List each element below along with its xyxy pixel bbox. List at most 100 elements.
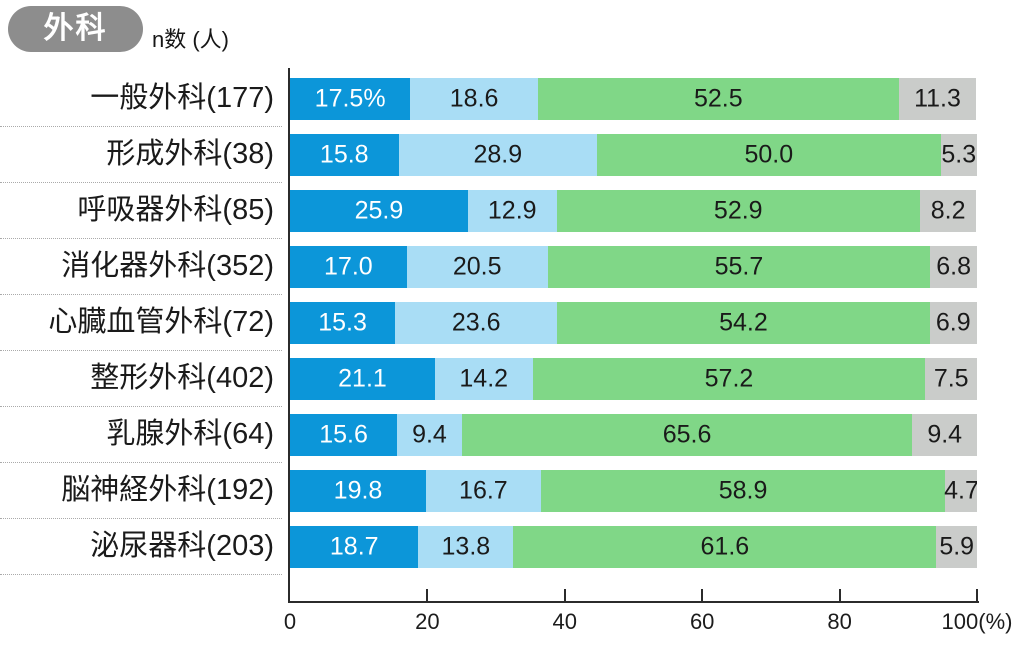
segment-value-label: 28.9	[473, 140, 523, 169]
bar-track: 17.5% 18.6 52.5 11.3	[290, 78, 977, 120]
segment-value-label: 19.8	[333, 476, 383, 505]
chart-row: 整形外科(402) 21.1 14.2 57.2 7.5	[0, 351, 1029, 407]
segment-value-label: 21.1	[338, 364, 387, 393]
bar-track: 18.7 13.8 61.6 5.9	[290, 526, 977, 568]
category-label: 心臓血管外科(72)	[0, 295, 282, 351]
segment-value-label: 18.7	[329, 532, 379, 561]
bar-segment-light-blue: 16.7	[426, 470, 541, 512]
segment-value-label: 15.6	[319, 420, 368, 449]
segment-value-label: 17.0	[324, 252, 373, 281]
chart-row: 心臓血管外科(72) 15.3 23.6 54.2 6.9	[0, 295, 1029, 351]
bar-segment-green: 54.2	[557, 302, 930, 344]
segment-value-label: 4.7	[944, 476, 977, 505]
x-axis-tick-label: 80	[827, 609, 852, 634]
x-axis-tick-marks	[290, 589, 978, 601]
bar-track: 15.3 23.6 54.2 6.9	[290, 302, 977, 344]
bar-track: 15.6 9.4 65.6 9.4	[290, 414, 977, 456]
title-badge: 外科	[8, 6, 143, 52]
segment-value-label: 6.9	[935, 308, 971, 337]
bar-segment-gray: 5.3	[940, 134, 977, 176]
bar-segment-green: 55.7	[547, 246, 931, 288]
bar-segment-green: 65.6	[461, 414, 913, 456]
bar-segment-light-blue: 28.9	[398, 134, 598, 176]
bar-segment-light-blue: 23.6	[395, 302, 558, 344]
n-count-unit-label: n数 (人)	[152, 27, 230, 52]
segment-value-label: 55.7	[714, 252, 764, 281]
segment-value-label: 65.6	[662, 420, 712, 449]
bar-track: 21.1 14.2 57.2 7.5	[290, 358, 977, 400]
y-axis-line	[288, 68, 290, 603]
x-axis-tick	[426, 589, 429, 601]
category-label: 脳神経外科(192)	[0, 463, 282, 519]
bar-segment-green: 52.9	[556, 190, 920, 232]
bar-track: 17.0 20.5 55.7 6.8	[290, 246, 977, 288]
bar-segment-dark-blue: 15.6	[290, 414, 398, 456]
segment-value-label: 20.5	[452, 252, 502, 281]
x-axis-tick-labels: 0 20 40 60 80 100(%)	[284, 609, 1013, 639]
bar-track: 19.8 16.7 58.9 4.7	[290, 470, 977, 512]
x-axis-tick-label: 0	[283, 609, 297, 634]
segment-value-label: 50.0	[744, 140, 794, 169]
chart-row: 脳神経外科(192) 19.8 16.7 58.9 4.7	[0, 463, 1029, 519]
category-label: 消化器外科(352)	[0, 239, 282, 295]
segment-value-label: 58.9	[718, 476, 768, 505]
bar-segment-light-blue: 12.9	[467, 190, 557, 232]
bar-segment-dark-blue: 21.1	[290, 358, 435, 400]
segment-value-label: 5.3	[941, 140, 977, 169]
bar-segment-gray: 6.9	[929, 302, 977, 344]
segment-value-label: 8.2	[930, 196, 966, 225]
x-axis-tick-label: 40	[552, 609, 578, 634]
bar-segment-dark-blue: 17.0	[290, 246, 407, 288]
bar-segment-light-blue: 14.2	[434, 358, 533, 400]
bar-segment-green: 61.6	[513, 526, 937, 568]
chart-row: 消化器外科(352) 17.0 20.5 55.7 6.8	[0, 239, 1029, 295]
bar-track: 15.8 28.9 50.0 5.3	[290, 134, 977, 176]
segment-value-label: 61.6	[700, 532, 750, 561]
chart-row: 泌尿器科(203) 18.7 13.8 61.6 5.9	[0, 519, 1029, 575]
x-axis-tick-label: 20	[415, 609, 440, 634]
x-axis-line	[288, 601, 979, 603]
segment-value-label: 9.4	[412, 420, 447, 449]
x-axis-tick	[563, 589, 566, 601]
chart-row: 乳腺外科(64) 15.6 9.4 65.6 9.4	[0, 407, 1029, 463]
category-label: 乳腺外科(64)	[0, 407, 282, 463]
bar-segment-green: 50.0	[597, 134, 941, 176]
bar-segment-dark-blue: 15.3	[290, 302, 396, 344]
bar-segment-gray: 6.8	[930, 246, 977, 288]
segment-value-label: 16.7	[459, 476, 508, 505]
category-label: 一般外科(177)	[0, 71, 282, 127]
segment-value-label: 11.3	[914, 84, 961, 113]
bar-segment-gray: 8.2	[919, 190, 977, 232]
bar-segment-green: 57.2	[532, 358, 926, 400]
segment-value-label: 5.9	[939, 532, 975, 561]
segment-value-label: 54.2	[719, 308, 768, 337]
segment-value-label: 7.5	[933, 364, 969, 393]
segment-value-label: 18.6	[449, 84, 499, 113]
bar-segment-dark-blue: 17.5%	[290, 78, 411, 120]
x-axis-tick	[976, 589, 978, 601]
bar-segment-dark-blue: 15.8	[290, 134, 399, 176]
category-label: 呼吸器外科(85)	[0, 183, 282, 239]
segment-value-label: 6.8	[936, 252, 972, 281]
segment-value-label: 13.8	[441, 532, 491, 561]
segment-value-label: 14.2	[459, 364, 509, 393]
category-label: 整形外科(402)	[0, 351, 282, 407]
segment-value-label: 23.6	[451, 308, 501, 337]
segment-value-label: 15.8	[319, 140, 369, 169]
segment-value-label: 17.5%	[314, 84, 386, 113]
bar-track: 25.9 12.9 52.9 8.2	[290, 190, 977, 232]
bar-segment-gray: 11.3	[898, 78, 977, 120]
bar-segment-gray: 4.7	[944, 470, 977, 512]
bar-segment-dark-blue: 19.8	[290, 470, 427, 512]
bar-segment-light-blue: 18.6	[410, 78, 538, 120]
bar-segment-green: 52.5	[538, 78, 899, 120]
category-label: 形成外科(38)	[0, 127, 282, 183]
chart-row: 呼吸器外科(85) 25.9 12.9 52.9 8.2	[0, 183, 1029, 239]
bar-segment-gray: 5.9	[936, 526, 977, 568]
x-axis-tick-label: 60	[689, 609, 715, 634]
bar-segment-dark-blue: 25.9	[290, 190, 468, 232]
bar-segment-green: 58.9	[540, 470, 946, 512]
segment-value-label: 9.4	[927, 420, 963, 449]
category-label: 泌尿器科(203)	[0, 519, 282, 575]
